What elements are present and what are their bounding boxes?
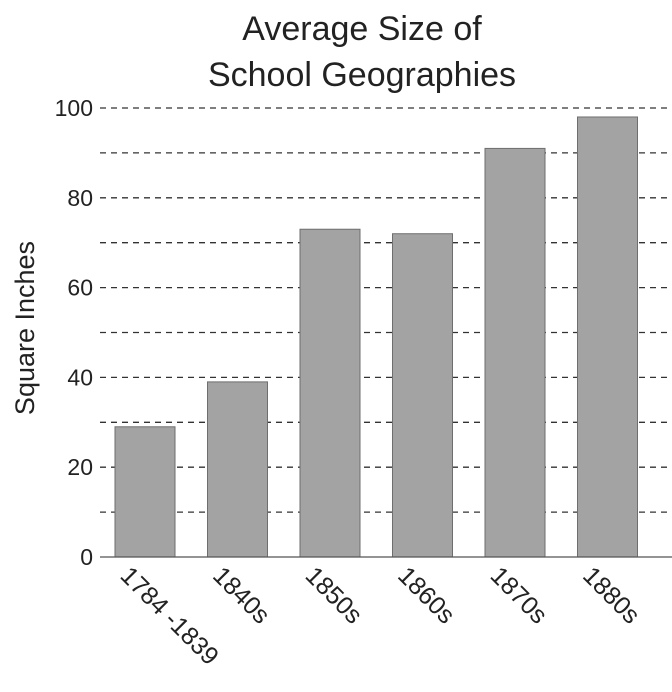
x-tick-label-3: 1860s xyxy=(392,561,460,629)
gridlines xyxy=(100,107,672,513)
bar-5 xyxy=(577,116,638,558)
y-tick-label-0: 0 xyxy=(80,544,93,570)
x-tick-label-5: 1880s xyxy=(577,561,645,629)
bar-3 xyxy=(392,233,453,558)
bar-1 xyxy=(207,381,268,558)
chart-title: Average Size of School Geographies xyxy=(208,10,516,94)
y-axis-label: Square Inches xyxy=(10,241,40,415)
y-tick-label-20: 20 xyxy=(67,454,93,480)
x-tick-label-1: 1840s xyxy=(207,561,275,629)
x-tick-label-0: 1784 -1839 xyxy=(115,561,224,670)
chart-title-line-1: Average Size of xyxy=(242,10,482,48)
y-tick-label-40: 40 xyxy=(67,364,93,390)
y-tick-label-80: 80 xyxy=(67,185,93,211)
x-tick-label-2: 1850s xyxy=(300,561,368,629)
chart-title-line-2: School Geographies xyxy=(208,56,516,94)
bar-2 xyxy=(299,228,361,558)
y-tick-label-100: 100 xyxy=(55,95,93,121)
bars xyxy=(114,116,638,558)
y-tick-label-60: 60 xyxy=(67,275,93,301)
bar-0 xyxy=(114,426,176,558)
x-tick-label-4: 1870s xyxy=(485,561,553,629)
bar-4 xyxy=(484,147,546,558)
y-tick-labels: 0 20 40 60 80 100 xyxy=(55,95,93,570)
